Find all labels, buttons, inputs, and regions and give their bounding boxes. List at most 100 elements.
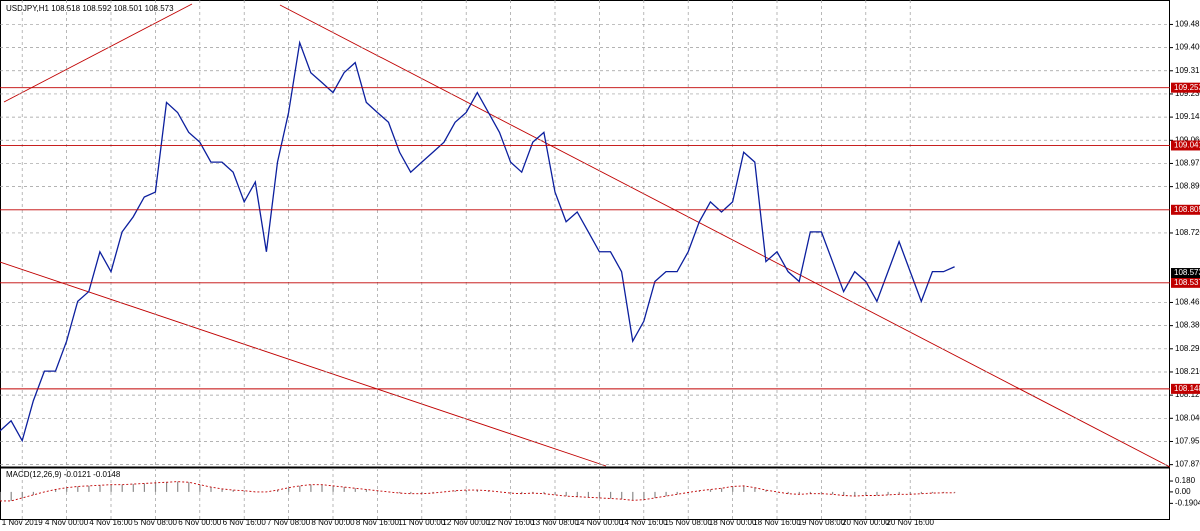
- x-tick-label: 18 Nov 16:00: [753, 518, 801, 527]
- level-label: 109.253: [1174, 83, 1200, 92]
- y-tick-label: 109.060: [1175, 135, 1200, 144]
- macd-bar: [465, 490, 467, 492]
- y-tick-label: 109.145: [1175, 112, 1200, 121]
- last-price-tag: [1171, 268, 1200, 279]
- macd-bar: [954, 491, 956, 493]
- macd-bar: [943, 491, 945, 493]
- macd-bar: [843, 491, 845, 496]
- macd-bar: [0, 491, 1, 501]
- macd-bar: [521, 491, 523, 494]
- macd-bar: [754, 487, 756, 492]
- macd-bar: [143, 483, 145, 492]
- y-tick-label: 108.380: [1175, 321, 1200, 330]
- macd-bar: [487, 490, 490, 492]
- macd-bar: [210, 487, 212, 492]
- x-tick-label: 12 Nov 16:00: [487, 518, 535, 527]
- macd-bar: [454, 490, 456, 492]
- macd-bar: [743, 485, 745, 492]
- y-tick-label: 108.295: [1175, 344, 1200, 353]
- macd-bar: [432, 491, 434, 494]
- y-tick-label: 109.315: [1175, 66, 1200, 75]
- x-tick-label: 12 Nov 00:00: [442, 518, 490, 527]
- chart-title: USDJPY,H1 108.518 108.592 108.501 108.57…: [6, 4, 174, 13]
- x-tick-label: 7 Nov 08:00: [267, 518, 311, 527]
- y-tick-label: 107.955: [1175, 437, 1200, 446]
- x-tick-label: 14 Nov 16:00: [620, 518, 668, 527]
- macd-bar: [354, 488, 356, 492]
- plot-frame: [0, 0, 1170, 520]
- macd-bar: [154, 482, 157, 492]
- x-tick-label: 5 Nov 08:00: [134, 518, 178, 527]
- y-tick-label: 109.400: [1175, 43, 1200, 52]
- y-tick-label: 108.975: [1175, 159, 1200, 168]
- macd-bar: [243, 490, 245, 492]
- macd-bar: [32, 491, 34, 495]
- macd-bar: [476, 490, 478, 492]
- macd-bar: [166, 482, 168, 492]
- macd-bar: [887, 491, 889, 495]
- macd-bar: [177, 481, 179, 492]
- macd-bar: [110, 484, 112, 492]
- macd-bar: [576, 491, 578, 497]
- macd-bar: [554, 491, 556, 495]
- x-tick-label: 6 Nov 00:00: [178, 518, 222, 527]
- macd-bar: [643, 491, 645, 500]
- level-tag: [1171, 204, 1200, 215]
- macd-bar: [121, 484, 123, 492]
- x-tick-label: 15 Nov 08:00: [664, 518, 712, 527]
- y-tick-label: 109.485: [1175, 20, 1200, 29]
- macd-bar: [787, 491, 789, 494]
- macd-bar: [365, 489, 367, 492]
- macd-bar: [598, 491, 601, 498]
- macd-bar: [621, 491, 623, 500]
- macd-bar: [132, 484, 134, 492]
- macd-bar: [676, 491, 678, 495]
- x-tick-label: 20 Nov 16:00: [886, 518, 934, 527]
- macd-bar: [310, 484, 312, 492]
- level-label: 108.148: [1174, 384, 1200, 393]
- macd-bar: [898, 491, 900, 495]
- y-tick-label: 108.890: [1175, 182, 1200, 191]
- macd-bar: [88, 485, 90, 492]
- macd-y-tick-label: 0.180: [1175, 476, 1196, 485]
- macd-bar: [221, 488, 223, 492]
- macd-bar: [798, 491, 800, 495]
- x-tick-label: 6 Nov 16:00: [223, 518, 267, 527]
- y-tick-label: 107.870: [1175, 460, 1200, 469]
- macd-bar: [820, 491, 823, 494]
- trend-line: [279, 4, 1171, 468]
- level-label: 109.041: [1174, 141, 1200, 150]
- x-tick-label: 8 Nov 16:00: [356, 518, 400, 527]
- macd-bar: [632, 491, 634, 501]
- y-tick-label: 108.040: [1175, 413, 1200, 422]
- level-label: 108.805: [1174, 205, 1200, 214]
- macd-y-tick-label: 0.00: [1175, 487, 1191, 496]
- x-tick-label: 19 Nov 08:00: [798, 518, 846, 527]
- macd-bar: [77, 486, 79, 492]
- macd-bar: [66, 487, 68, 492]
- macd-bar: [709, 489, 712, 492]
- price-line: [0, 40, 955, 443]
- macd-bar: [854, 491, 856, 497]
- x-tick-label: 4 Nov 00:00: [45, 518, 89, 527]
- x-tick-label: 11 Nov 00:00: [398, 518, 446, 527]
- macd-bar: [610, 491, 612, 499]
- macd-bar: [832, 491, 834, 495]
- macd-bar: [55, 489, 57, 492]
- macd-bar: [421, 491, 423, 494]
- macd-bar: [10, 491, 12, 501]
- macd-bar: [732, 486, 734, 492]
- macd-bar: [288, 487, 290, 492]
- macd-bar: [809, 491, 811, 494]
- level-tag: [1171, 277, 1200, 288]
- y-tick-label: 108.465: [1175, 298, 1200, 307]
- macd-bar: [299, 485, 301, 492]
- trend-lines: [0, 3, 1171, 468]
- macd-bar: [510, 491, 512, 494]
- x-tick-label: 1 Nov 2019: [2, 518, 43, 527]
- y-tick-label: 109.230: [1175, 89, 1200, 98]
- macd-bar: [654, 491, 656, 498]
- macd-bar: [188, 482, 190, 492]
- macd-bar: [865, 491, 867, 496]
